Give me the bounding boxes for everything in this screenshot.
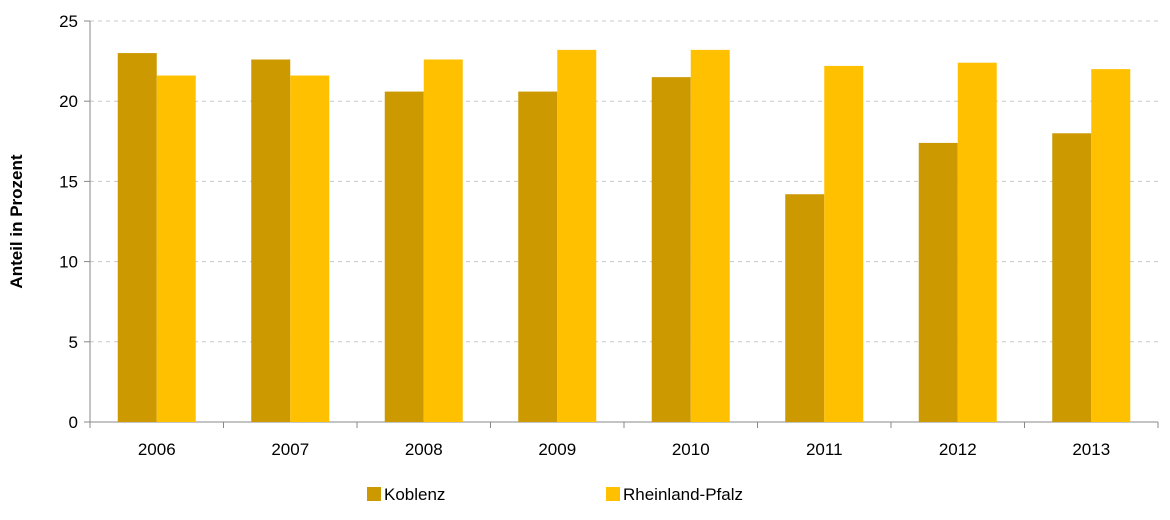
bar-rheinland-pfalz-2011 — [824, 65, 864, 423]
x-tick-label: 2010 — [672, 440, 710, 459]
x-tick-label: 2013 — [1072, 440, 1110, 459]
y-tick-label: 0 — [69, 413, 78, 432]
bar-rheinland-pfalz-2009 — [557, 49, 597, 422]
grid-lines — [84, 20, 1159, 428]
bar-koblenz-2012 — [918, 142, 958, 423]
bar-koblenz-2007 — [251, 59, 291, 422]
y-tick-label: 25 — [59, 12, 78, 31]
bar-koblenz-2013 — [1052, 133, 1092, 422]
legend-label: Koblenz — [384, 485, 445, 504]
bar-koblenz-2008 — [384, 91, 424, 423]
bar-koblenz-2009 — [518, 91, 558, 423]
bar-koblenz-2011 — [785, 194, 825, 422]
bar-rheinland-pfalz-2008 — [423, 59, 463, 422]
x-tick-label: 2006 — [138, 440, 176, 459]
y-tick-label: 15 — [59, 172, 78, 191]
legend-swatch — [367, 487, 381, 501]
y-tick-label: 5 — [69, 333, 78, 352]
bars — [117, 49, 1131, 423]
x-tick-label: 2009 — [538, 440, 576, 459]
legend-label: Rheinland-Pfalz — [623, 485, 743, 504]
bar-rheinland-pfalz-2006 — [156, 75, 196, 422]
legend: Koblenz Rheinland-Pfalz — [367, 485, 743, 504]
x-tick-label: 2012 — [939, 440, 977, 459]
legend-swatch — [606, 487, 620, 501]
bar-rheinland-pfalz-2012 — [957, 62, 997, 422]
y-tick-labels: 0 5 10 15 20 25 — [59, 12, 78, 432]
y-axis-title: Anteil in Prozent — [7, 154, 26, 288]
x-tick-label: 2011 — [806, 440, 843, 459]
axes — [89, 21, 1158, 423]
bar-rheinland-pfalz-2013 — [1091, 69, 1131, 423]
y-tick-label: 20 — [59, 92, 78, 111]
bar-koblenz-2010 — [651, 77, 691, 422]
bar-rheinland-pfalz-2007 — [290, 75, 330, 422]
x-tick-label: 2008 — [405, 440, 443, 459]
x-tick-labels: 2006 2007 2008 2009 2010 2011 2012 2013 — [138, 440, 1110, 459]
x-tick-label: 2007 — [271, 440, 309, 459]
y-tick-label: 10 — [59, 253, 78, 272]
bar-rheinland-pfalz-2010 — [690, 49, 730, 422]
bar-koblenz-2006 — [117, 53, 157, 423]
